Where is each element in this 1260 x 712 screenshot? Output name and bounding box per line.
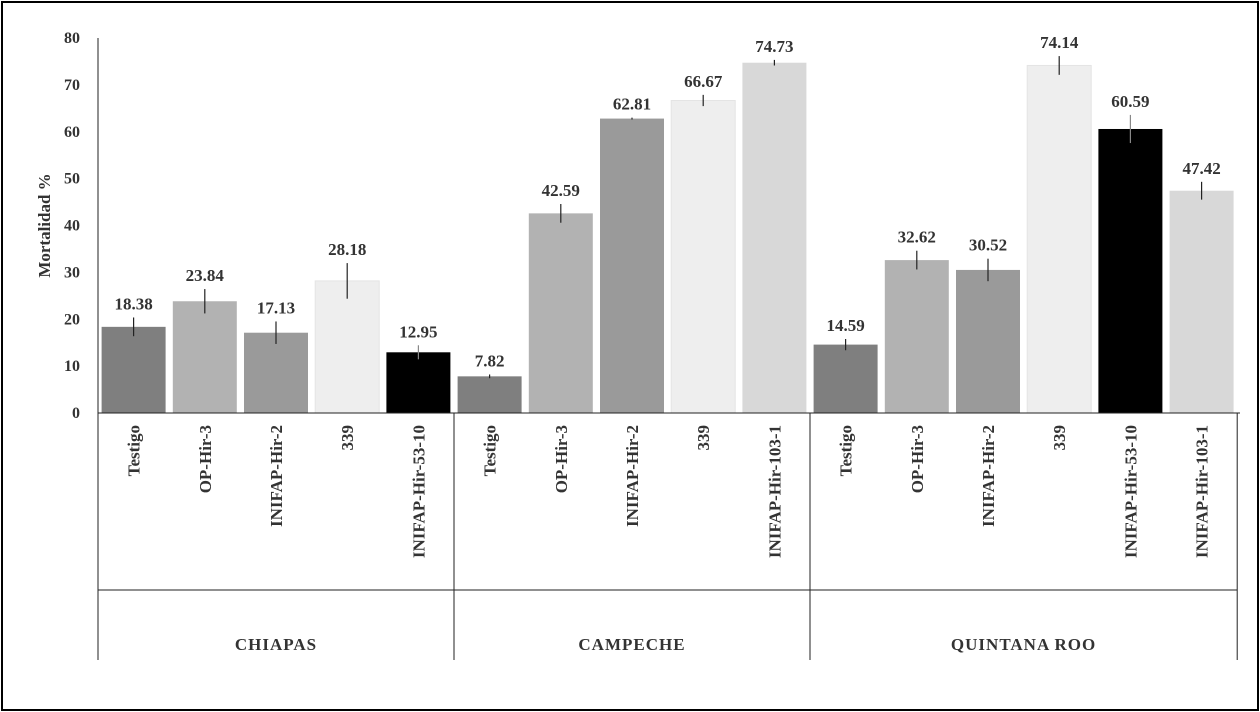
bar — [386, 352, 451, 413]
data-label: 60.59 — [1111, 92, 1149, 111]
category-label: Testigo — [125, 425, 144, 476]
y-tick-label: 40 — [64, 218, 80, 235]
data-label: 17.13 — [257, 298, 295, 317]
category-label: INIFAP-Hir-2 — [979, 425, 998, 527]
bar — [1098, 128, 1163, 413]
bar — [1026, 64, 1092, 414]
group-label: CAMPECHE — [578, 635, 685, 654]
category-label: OP-Hir-3 — [908, 425, 927, 493]
category-label: Testigo — [481, 425, 500, 476]
data-label: 66.67 — [684, 72, 723, 91]
y-tick-label: 10 — [64, 358, 80, 375]
data-label: 32.62 — [898, 228, 936, 247]
data-label: 28.18 — [328, 240, 366, 259]
category-label: OP-Hir-3 — [196, 425, 215, 493]
y-tick-label: 30 — [64, 264, 80, 281]
y-tick-label: 80 — [64, 30, 80, 47]
bar — [956, 269, 1020, 413]
category-label: INIFAP-Hir-103-1 — [1193, 425, 1212, 558]
category-label: INIFAP-Hir-2 — [267, 425, 286, 527]
bar — [600, 118, 664, 413]
data-label: 74.73 — [755, 37, 793, 56]
data-label: 12.95 — [399, 322, 437, 341]
y-tick-label: 70 — [64, 77, 80, 94]
category-label: OP-Hir-3 — [552, 425, 571, 493]
data-label: 23.84 — [186, 266, 225, 285]
category-label: 339 — [694, 425, 713, 451]
category-label: 339 — [338, 425, 357, 451]
group-label: CHIAPAS — [235, 635, 317, 654]
bar — [244, 332, 308, 413]
data-label: 30.52 — [969, 236, 1007, 255]
data-label: 62.81 — [613, 95, 651, 114]
y-tick-label: 20 — [64, 311, 80, 328]
y-axis-label: Mortalidad % — [35, 173, 54, 277]
data-label: 7.82 — [475, 351, 505, 370]
data-label: 14.59 — [826, 316, 864, 335]
data-label: 47.42 — [1182, 159, 1220, 178]
category-label: INIFAP-Hir-53-10 — [1121, 425, 1140, 558]
bar — [457, 376, 522, 413]
group-label: QUINTANA ROO — [951, 635, 1096, 654]
y-tick-label: 60 — [64, 124, 80, 141]
data-label: 74.14 — [1040, 33, 1079, 52]
bars-layer: 18.38 23.84 17.13 28.18 12.95 7.82 42.59 62.81 6… — [101, 33, 1234, 414]
bar — [314, 280, 380, 414]
bar — [813, 344, 878, 413]
category-label: INIFAP-Hir-103-1 — [765, 425, 784, 558]
y-tick-label: 0 — [72, 405, 80, 422]
bar — [528, 213, 593, 413]
data-label: 42.59 — [542, 181, 580, 200]
bar — [670, 99, 736, 414]
y-tick-label: 50 — [64, 171, 80, 188]
bar — [884, 260, 949, 413]
bar — [742, 62, 807, 413]
bar — [172, 301, 237, 413]
category-label: Testigo — [837, 425, 856, 476]
data-label: 18.38 — [114, 294, 152, 313]
category-label: INIFAP-Hir-53-10 — [409, 425, 428, 558]
category-label: INIFAP-Hir-2 — [623, 425, 642, 527]
bar — [101, 326, 166, 413]
category-label: 339 — [1050, 425, 1069, 451]
x-axis: Testigo OP-Hir-3 INIFAP-Hir-2 339 INIFAP-Hir… — [97, 412, 1240, 660]
y-axis: 0 10 20 30 40 50 60 70 80 — [64, 30, 99, 422]
bar — [1169, 190, 1234, 413]
